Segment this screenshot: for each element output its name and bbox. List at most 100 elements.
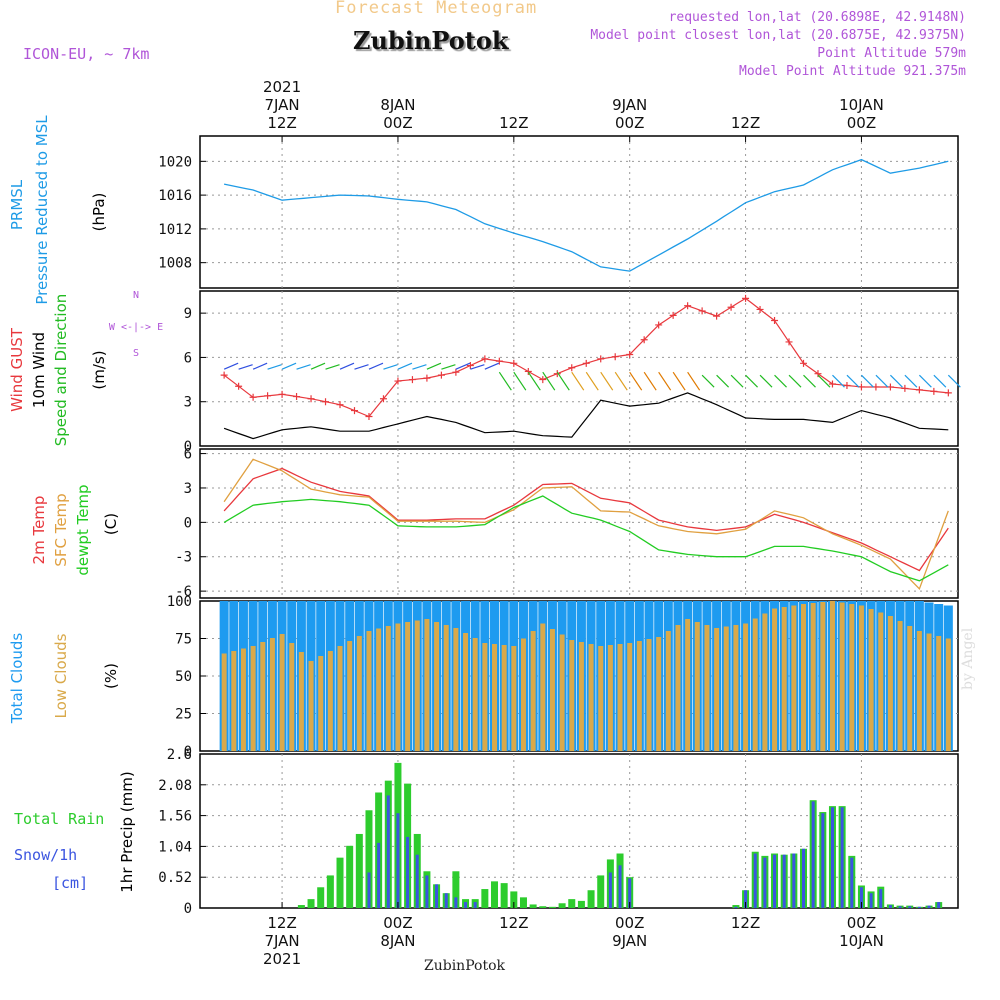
gust-marker (843, 381, 851, 389)
snow-bar (367, 872, 371, 908)
gust-marker (582, 359, 590, 367)
low-cloud-bar (385, 626, 391, 751)
low-cloud-bar (453, 628, 459, 751)
wind-direction-arrow (267, 364, 282, 370)
panel-frame (199, 135, 959, 289)
gust-marker (915, 386, 923, 394)
rain-bar (529, 904, 537, 908)
wind-direction-arrow (759, 374, 773, 388)
wind-direction-arrow (918, 374, 932, 388)
y-tick-label: 6 (184, 350, 192, 366)
sfc-temp-line (223, 458, 949, 590)
snow-bar (464, 902, 468, 908)
low-cloud-bar (424, 619, 430, 751)
snow-bar (415, 854, 419, 908)
pressure-label-2: Pressure Reduced to MSL (33, 115, 51, 305)
y-tick-label: 1008 (158, 256, 192, 272)
low-cloud-bar (492, 644, 498, 751)
meteogram-title: Forecast Meteogram (335, 0, 538, 18)
dewpt-temp-label: dewpt Temp (74, 484, 92, 575)
wind-direction-arrow (803, 374, 816, 388)
low-cloud-bar (936, 636, 942, 751)
wind-direction-arrow (296, 364, 311, 370)
low-cloud-bar (849, 604, 855, 751)
y-tick-label: 0 (184, 744, 192, 760)
low-clouds-label: Low Clouds (52, 633, 70, 718)
snow-bar (898, 906, 902, 908)
wind-direction-arrow (339, 362, 355, 370)
snow-unit-label: [cm] (52, 874, 88, 892)
closest-coords: Model point closest lon,lat (20.6875E, 4… (590, 28, 966, 43)
rain-bar (568, 899, 576, 908)
panel-5: 0 0.52 1.04 1.56 2.08 2.6 (158, 747, 959, 917)
bottom-x-label: 9JAN (612, 932, 647, 950)
y-tick-label: 2.6 (167, 747, 192, 763)
rain-bar (539, 906, 547, 908)
gust-marker (524, 367, 532, 375)
low-cloud-bar (916, 631, 922, 751)
snow-bar (811, 801, 815, 908)
low-cloud-bar (501, 645, 507, 751)
low-cloud-bar (578, 642, 584, 751)
wind-direction-arrow (774, 374, 787, 388)
precip-unit-label: 1hr Precip (mm) (118, 771, 136, 892)
low-cloud-bar (376, 628, 382, 751)
low-cloud-bar (549, 629, 555, 751)
snow-bar (869, 893, 873, 908)
low-cloud-bar (897, 621, 903, 751)
compass-north: N (133, 290, 139, 301)
low-cloud-bar (945, 638, 951, 751)
total-clouds-label: Total Clouds (8, 633, 26, 725)
gust-marker (626, 350, 634, 358)
snow-bar (618, 865, 622, 908)
wind-direction-arrow (470, 364, 485, 370)
low-cloud-bar (636, 641, 642, 751)
wind-direction-arrow (441, 364, 456, 370)
wind-direction-arrow (484, 362, 500, 370)
low-cloud-bar (472, 638, 478, 751)
snow-bar (937, 902, 941, 908)
low-cloud-bar (685, 619, 691, 751)
direction-label: Speed and Direction (52, 294, 70, 447)
pressure-line (223, 158, 949, 272)
y-tick-label: 0 (184, 901, 192, 917)
low-cloud-bar (221, 653, 227, 751)
station-name: ZubinPotok (353, 26, 509, 55)
snow-bar (830, 807, 834, 908)
wind-direction-arrow (788, 374, 802, 388)
wind-direction-arrow (716, 374, 730, 388)
wind-direction-arrow (832, 374, 845, 388)
footer-station: ZubinPotok (424, 958, 506, 974)
y-tick-label: 1.04 (158, 839, 192, 855)
snow-bar (435, 884, 439, 908)
snow-bar (425, 875, 429, 908)
low-cloud-bar (530, 631, 536, 751)
low-cloud-bar (588, 644, 594, 751)
wind-direction-arrow (730, 374, 744, 388)
rain-bar (519, 897, 527, 908)
wind-direction-arrow (643, 371, 657, 391)
snow-bar (782, 854, 786, 908)
gust-marker (452, 368, 460, 376)
gust-marker (481, 355, 489, 363)
low-cloud-bar (443, 625, 449, 751)
rain-bar (732, 905, 740, 908)
snow-bar (386, 795, 390, 908)
snow-bar (821, 813, 825, 908)
top-x-label: 00Z (615, 114, 644, 132)
gust-marker (828, 380, 836, 388)
bottom-x-label: 12Z (267, 914, 296, 932)
y-tick-label: 50 (175, 669, 192, 685)
wind-direction-arrow (542, 371, 556, 391)
y-tick-label: 1020 (158, 154, 192, 170)
low-cloud-bar (733, 625, 739, 751)
total-rain-label: Total Rain (14, 810, 104, 828)
top-x-label: 12Z (499, 114, 528, 132)
low-cloud-bar (289, 643, 295, 751)
low-cloud-bar (829, 601, 835, 751)
gust-marker (264, 392, 272, 400)
gust-marker (742, 294, 750, 302)
wind-direction-arrow (614, 371, 628, 391)
top-x-label: 12Z (267, 114, 296, 132)
